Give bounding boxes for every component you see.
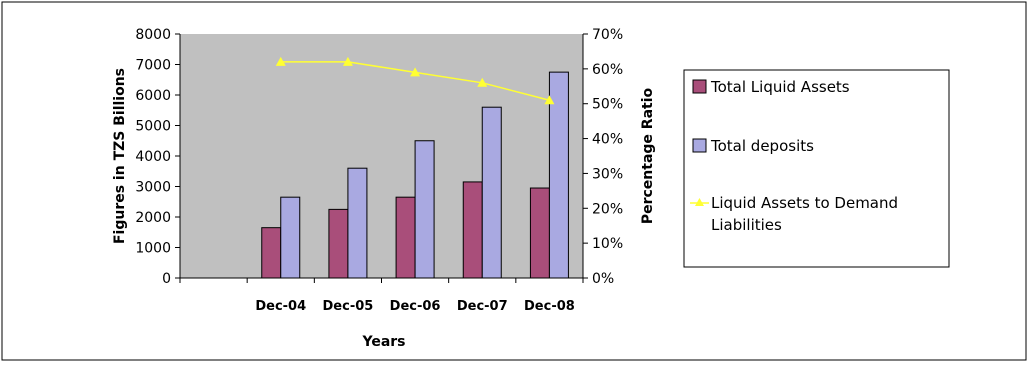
- legend-label-total-deposits: Total deposits: [710, 137, 814, 155]
- y2-tick-label: 10%: [592, 236, 623, 252]
- y2-tick-label: 20%: [592, 201, 623, 217]
- point-liquid-assets-to-demand-liabilities-dec-04: [275, 56, 286, 66]
- x-tick-label: Dec-06: [390, 299, 441, 314]
- y2-tick-label: 30%: [592, 166, 623, 182]
- x-tick-label: Dec-04: [255, 299, 306, 314]
- x-axis-title: Years: [361, 334, 405, 350]
- legend-label-liquid-ratio-line2: Liabilities: [711, 216, 782, 234]
- y2-tick-label: 50%: [592, 97, 623, 113]
- point-liquid-assets-to-demand-liabilities-dec-08: [544, 95, 555, 105]
- bar-total-liquid-assets-dec-04: [261, 227, 282, 279]
- y-tick-label: 8000: [135, 27, 171, 43]
- line-layer: [275, 56, 555, 105]
- bar-total-liquid-assets-dec-08: [529, 187, 550, 279]
- y-tick-label: 6000: [135, 88, 171, 104]
- bar-total-deposits-dec-06: [414, 140, 435, 279]
- bar-total-deposits-dec-05: [347, 167, 368, 279]
- legend-swatch-total-liquid-assets: [692, 79, 707, 94]
- y-tick-label: 1000: [135, 241, 171, 257]
- y2-tick-label: 40%: [592, 132, 623, 148]
- bar-total-deposits-dec-07: [481, 106, 502, 279]
- bar-total-liquid-assets-dec-05: [328, 208, 349, 279]
- y-tick-label: 3000: [135, 180, 171, 196]
- y-tick-label: 5000: [135, 119, 171, 135]
- y2-tick-label: 60%: [592, 62, 623, 78]
- x-tick-label: Dec-08: [524, 299, 575, 314]
- y2-axis-title: Percentage Ratio: [640, 87, 656, 224]
- legend-frame: [683, 69, 950, 268]
- bars-layer: [261, 71, 569, 279]
- axes-layer: 0 1000 2000 3000 4000 5000 6000 7000 8000 0% 10% 20…: [135, 27, 623, 314]
- y-axis-title: Figures in TZS Billions: [112, 68, 128, 244]
- legend: Total Liquid Assets Total deposits Liqui…: [683, 69, 950, 268]
- legend-label-liquid-ratio-line1: Liquid Assets to Demand: [711, 194, 898, 212]
- y-tick-label: 2000: [135, 210, 171, 226]
- legend-label-total-liquid-assets: Total Liquid Assets: [710, 78, 850, 96]
- plot-background: [180, 34, 583, 278]
- x-tick-label: Dec-05: [323, 299, 374, 314]
- point-liquid-assets-to-demand-liabilities-dec-07: [477, 77, 488, 87]
- y2-tick-label: 70%: [592, 27, 623, 43]
- legend-swatch-total-deposits: [692, 138, 707, 153]
- y-tick-label: 4000: [135, 149, 171, 165]
- bar-total-deposits-dec-04: [280, 196, 301, 279]
- bar-total-liquid-assets-dec-06: [395, 196, 416, 279]
- point-liquid-assets-to-demand-liabilities-dec-06: [410, 67, 421, 77]
- point-liquid-assets-to-demand-liabilities-dec-05: [342, 56, 353, 66]
- bar-total-liquid-assets-dec-07: [462, 181, 483, 279]
- y-tick-label: 0: [162, 271, 171, 287]
- x-tick-label: Dec-07: [457, 299, 508, 314]
- y2-tick-label: 0%: [592, 271, 614, 287]
- legend-marker-liquid-ratio: [695, 198, 704, 206]
- y-tick-label: 7000: [135, 58, 171, 74]
